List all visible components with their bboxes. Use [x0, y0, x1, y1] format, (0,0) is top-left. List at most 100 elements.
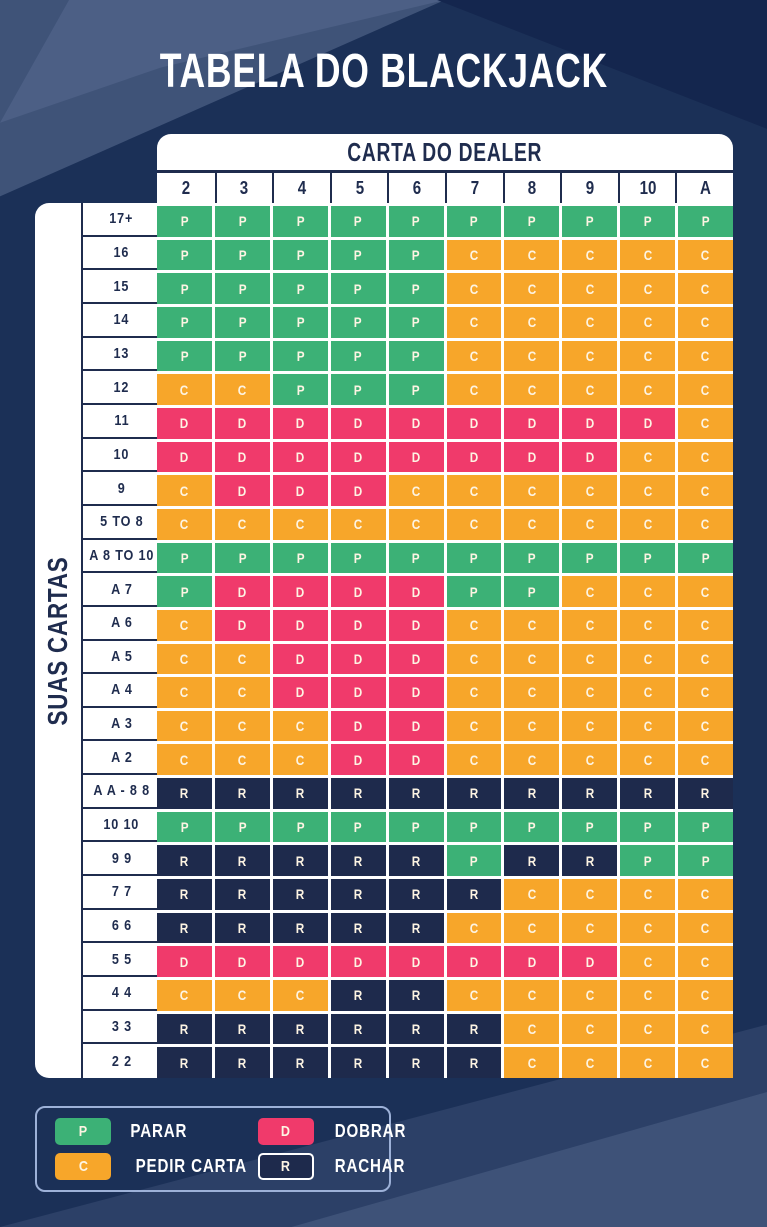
cell-P: P: [388, 206, 444, 237]
cell-C: C: [157, 508, 212, 540]
cell-letter: P: [412, 246, 420, 263]
cell-D: D: [330, 475, 386, 506]
cell-letter: P: [354, 314, 363, 331]
cell-P: P: [330, 374, 386, 405]
cell-letter: C: [527, 314, 537, 331]
cell-R: R: [157, 1013, 212, 1045]
legend-chip-letter: D: [281, 1123, 291, 1140]
cell-letter: C: [238, 684, 247, 701]
cell-letter: C: [469, 617, 479, 634]
cell-C: C: [504, 1013, 560, 1045]
cell-letter: R: [411, 1054, 421, 1071]
cell-C: C: [388, 475, 444, 506]
cell-letter: C: [238, 751, 247, 768]
cell-D: D: [330, 576, 386, 607]
cell-letter: C: [238, 987, 247, 1004]
row-label: A 6: [83, 607, 161, 641]
cell-C: C: [157, 710, 212, 742]
cell-letter: C: [527, 246, 537, 263]
cell-letter: C: [238, 718, 247, 735]
row-label-text: 10: [113, 445, 130, 463]
dealer-column-label: 5: [355, 177, 364, 198]
cell-letter: P: [296, 246, 305, 263]
cell-R: R: [388, 980, 444, 1011]
row-label-text: 16: [113, 243, 130, 261]
cell-D: D: [272, 946, 328, 978]
cell-C: C: [157, 980, 212, 1011]
cell-C: C: [388, 508, 444, 540]
cell-letter: P: [238, 280, 247, 297]
cell-letter: P: [296, 314, 305, 331]
cell-letter: D: [180, 953, 189, 970]
cell-letter: C: [527, 347, 537, 364]
cell-P: P: [214, 306, 270, 338]
cell-P: P: [446, 576, 502, 607]
cell-letter: R: [353, 1021, 363, 1038]
row-label: A 7: [83, 573, 161, 607]
cell-D: D: [214, 576, 270, 607]
cell-letter: R: [469, 785, 479, 802]
cell-letter: P: [238, 246, 247, 263]
cell-letter: D: [238, 482, 247, 499]
cell-letter: D: [238, 617, 247, 634]
cell-C: C: [620, 508, 676, 540]
cell-letter: P: [296, 280, 305, 297]
cell-C: C: [562, 744, 618, 776]
cell-D: D: [446, 946, 502, 978]
row-label: 9 9: [83, 842, 161, 877]
cell-C: C: [504, 475, 560, 506]
cell-letter: P: [585, 549, 594, 566]
cell-P: P: [157, 306, 212, 338]
cell-letter: C: [701, 482, 710, 499]
cell-C: C: [678, 677, 733, 708]
cell-R: R: [214, 912, 270, 944]
legend-chip-letter: C: [78, 1158, 88, 1175]
cell-P: P: [330, 239, 386, 271]
cell-R: R: [214, 845, 270, 877]
row-label-text: 3 3: [111, 1018, 132, 1036]
cell-letter: D: [353, 617, 363, 634]
cell-P: P: [678, 542, 733, 574]
row-label: A 4: [83, 674, 161, 708]
cell-letter: D: [585, 448, 594, 465]
cell-P: P: [214, 239, 270, 271]
cell-P: P: [678, 206, 733, 237]
cell-letter: P: [412, 549, 420, 566]
cell-letter: R: [353, 852, 363, 869]
cell-R: R: [157, 778, 212, 809]
legend-label-text: PARAR: [130, 1121, 188, 1141]
legend-chip-letter: P: [78, 1123, 88, 1140]
row-label: A A - 8 8: [83, 775, 161, 809]
cell-letter: C: [469, 718, 479, 735]
cell-letter: P: [643, 819, 652, 836]
cell-letter: R: [411, 886, 421, 903]
cell-letter: C: [585, 718, 594, 735]
cell-letter: P: [412, 314, 420, 331]
cell-letter: D: [295, 415, 305, 432]
row-label: 5 5: [83, 943, 161, 978]
row-label: 12: [83, 371, 161, 405]
cell-letter: C: [527, 718, 537, 735]
cell-letter: C: [411, 482, 421, 499]
cell-C: C: [214, 374, 270, 405]
cell-C: C: [562, 1013, 618, 1045]
cell-R: R: [157, 879, 212, 910]
dealer-column-label: 9: [585, 177, 595, 198]
cell-D: D: [272, 576, 328, 607]
row-label-text: A 4: [110, 681, 133, 699]
cell-C: C: [678, 643, 733, 675]
cell-letter: C: [469, 751, 479, 768]
legend-item-C: C PEDIR CARTA: [55, 1153, 258, 1180]
cell-letter: P: [296, 819, 305, 836]
cell-R: R: [388, 912, 444, 944]
cell-C: C: [562, 508, 618, 540]
cell-letter: D: [295, 448, 305, 465]
cell-R: R: [272, 912, 328, 944]
cell-P: P: [214, 811, 270, 843]
cell-D: D: [272, 441, 328, 473]
cell-P: P: [388, 273, 444, 304]
dealer-column-label: 4: [297, 177, 307, 198]
cell-letter: C: [585, 920, 594, 937]
cell-letter: C: [527, 617, 537, 634]
cell-letter: C: [701, 1054, 710, 1071]
